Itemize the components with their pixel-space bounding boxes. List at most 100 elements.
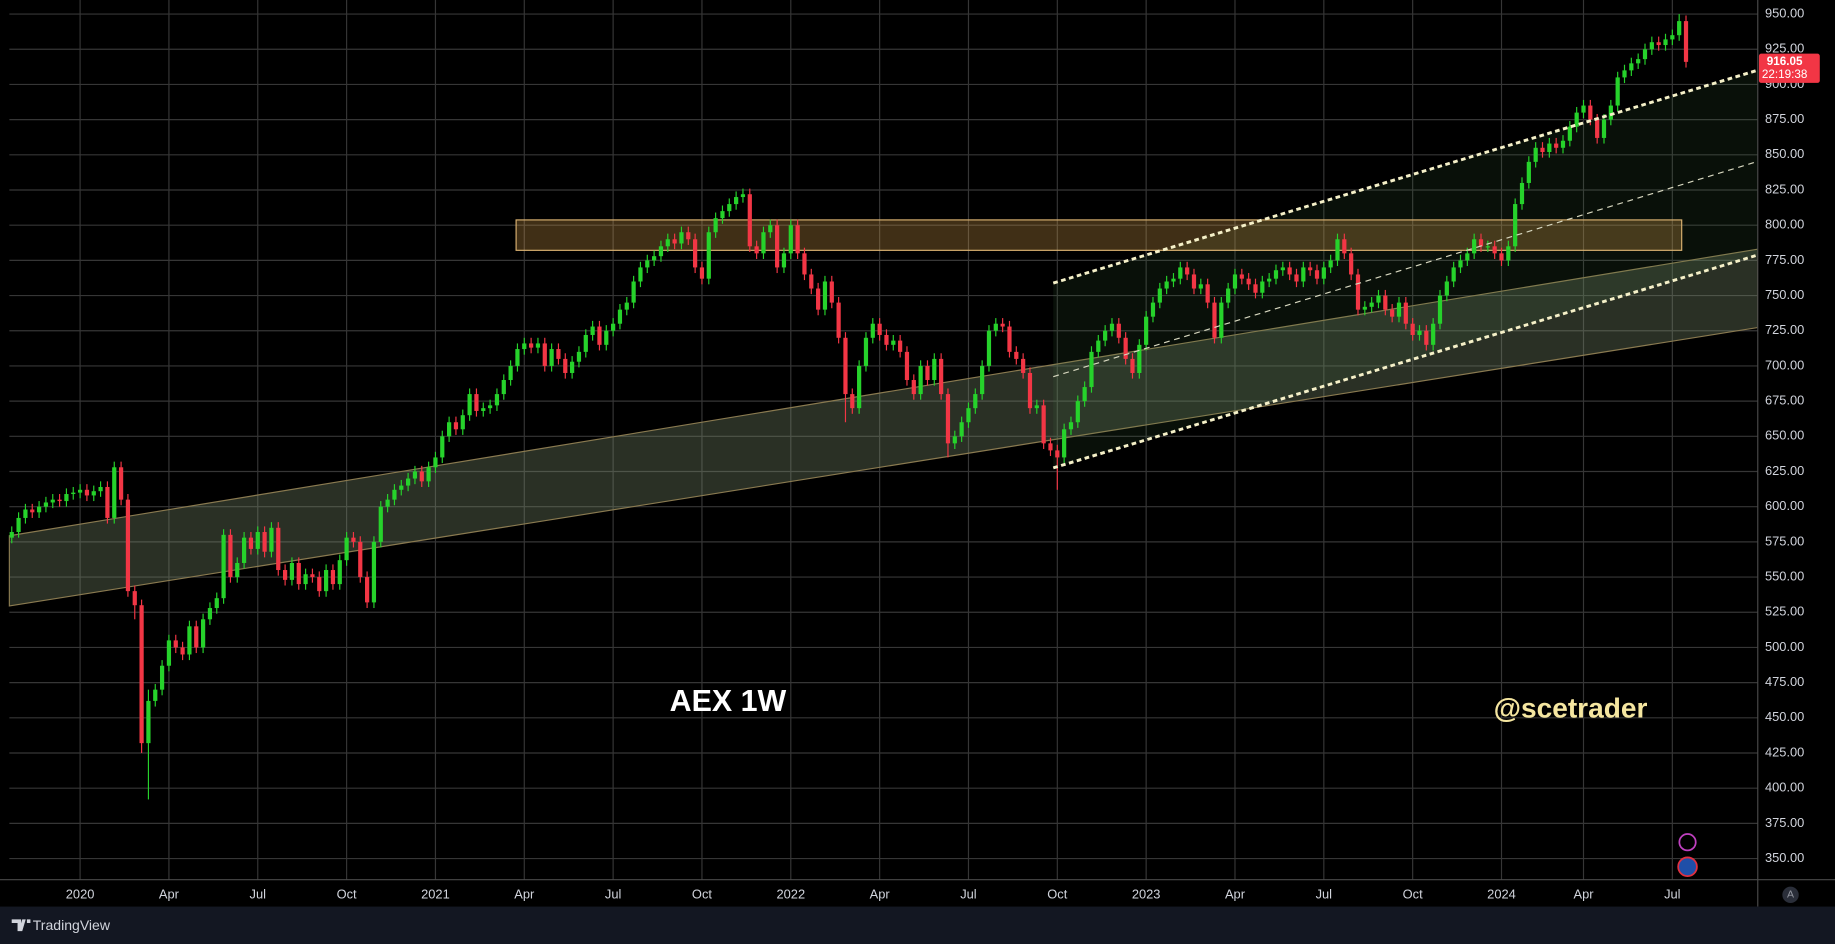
candle-body — [959, 422, 964, 437]
candle-body — [262, 532, 267, 552]
last-price-box — [1758, 53, 1820, 83]
x-tick-label: Jul — [1316, 886, 1332, 901]
candle-body — [788, 225, 793, 254]
candle-body — [276, 527, 281, 571]
auto-scale-button[interactable] — [1782, 886, 1799, 904]
candle-body — [617, 309, 623, 324]
candle-body — [139, 605, 144, 744]
candle-body — [993, 323, 998, 331]
candle-body — [228, 534, 233, 578]
candle-body — [1109, 323, 1115, 331]
candle-body — [1246, 278, 1251, 285]
candle-body — [645, 260, 650, 268]
candle-body — [207, 608, 213, 620]
candle-body — [781, 253, 787, 268]
candle-body — [1629, 63, 1634, 71]
candle-body — [1431, 323, 1436, 345]
candle-body — [1116, 323, 1121, 338]
x-tick-label: Oct — [1403, 886, 1423, 901]
candle-body — [1089, 351, 1094, 388]
axes: 350.00 375.00 400.00 425.00 450.00 475.00 500.… — [66, 5, 1820, 901]
candle-body — [221, 534, 226, 599]
candle-body — [125, 499, 131, 592]
candle-body — [166, 640, 172, 666]
candle-body — [1588, 105, 1593, 120]
candle-body — [433, 457, 438, 468]
y-tick-label: 825.00 — [1765, 181, 1804, 196]
candle-body — [30, 509, 35, 513]
candle-body — [1417, 330, 1422, 335]
candle-body — [1499, 253, 1504, 261]
candle-body — [549, 349, 554, 366]
y-tick-label: 450.00 — [1765, 709, 1804, 724]
x-tick-label: Apr — [514, 886, 535, 901]
candle-body — [344, 537, 349, 561]
x-tick-label: 2022 — [776, 886, 805, 901]
candle-body — [1164, 281, 1169, 289]
candle-body — [501, 380, 506, 395]
candle-body — [1212, 302, 1217, 338]
settings-icon[interactable] — [1677, 856, 1698, 878]
chart-title: AEX 1W — [670, 684, 787, 718]
y-tick-label: 650.00 — [1765, 428, 1804, 443]
candle-body — [1622, 70, 1627, 78]
y-tick-label: 475.00 — [1765, 674, 1804, 689]
candle-body — [255, 532, 260, 549]
candle-body — [269, 527, 274, 552]
candle-body — [911, 380, 916, 395]
candle-body — [1670, 35, 1675, 40]
watermark: @scetrader — [1494, 692, 1648, 723]
candle-body — [966, 408, 971, 423]
candle-body — [1280, 267, 1285, 271]
candles — [9, 14, 1689, 800]
candle-body — [918, 365, 923, 395]
candle-body — [904, 351, 910, 381]
candle-body — [1390, 309, 1395, 317]
candle-body — [706, 232, 711, 279]
candle-body — [1294, 274, 1299, 282]
candle-body — [467, 394, 472, 416]
candle-body — [180, 647, 185, 655]
candle-body — [508, 365, 513, 381]
y-tick-label: 750.00 — [1765, 287, 1804, 302]
candle-body — [1171, 278, 1176, 282]
time-axis — [0, 879, 1835, 907]
candle-body — [1595, 119, 1600, 138]
alert-icon[interactable] — [1678, 833, 1697, 852]
candle-body — [296, 562, 301, 585]
candle-body — [1328, 260, 1333, 268]
auto-scale-glyph[interactable]: A — [1787, 889, 1794, 901]
candle-body — [351, 537, 356, 542]
x-tick-label: Oct — [1047, 886, 1067, 901]
candle-body — [1198, 284, 1203, 289]
candle-body — [1191, 274, 1197, 289]
candle-body — [146, 700, 151, 744]
candle-body — [1642, 49, 1648, 60]
y-tick-label: 400.00 — [1765, 780, 1804, 795]
candle-body — [1677, 21, 1682, 36]
candle-body — [1314, 270, 1320, 279]
x-tick-label: Jul — [250, 886, 266, 901]
candle-body — [1601, 119, 1607, 138]
candle-body — [1321, 267, 1326, 279]
candle-body — [1075, 401, 1080, 423]
candle-body — [1308, 267, 1313, 271]
candle-body — [597, 326, 602, 345]
candle-body — [816, 288, 821, 310]
candle-body — [1513, 204, 1518, 247]
candle-body — [1349, 253, 1354, 275]
candle-body — [337, 560, 342, 585]
candle-body — [1560, 140, 1566, 148]
candle-body — [1287, 267, 1292, 275]
candle-body — [460, 415, 465, 430]
candle-body — [542, 343, 547, 366]
countdown-label: 22:19:38 — [1762, 68, 1808, 81]
candle-body — [153, 689, 158, 701]
candle-body — [611, 323, 616, 331]
x-tick-label: Apr — [1225, 886, 1246, 901]
candle-body — [488, 405, 493, 409]
candle-body — [1492, 246, 1497, 254]
y-tick-label: 925.00 — [1765, 41, 1804, 56]
candle-body — [952, 436, 957, 444]
candle-body — [638, 267, 643, 282]
